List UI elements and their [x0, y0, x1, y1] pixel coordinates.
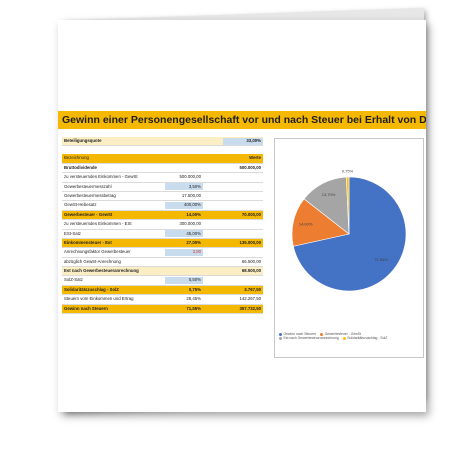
row-value-2: 357.732,50 — [239, 305, 261, 311]
row-value-2: 3.767,50 — [244, 286, 261, 292]
calculation-table: Beteiligungsquote 33,00% Bezeichnung Wer… — [62, 137, 263, 315]
beteiligung-row: Beteiligungsquote 33,00% — [62, 137, 263, 147]
row-value-1: 400,00% — [184, 202, 201, 208]
input-cell[interactable] — [165, 183, 203, 191]
input-cell[interactable] — [165, 248, 203, 257]
legend-entry: Gewinn nach Steuern — [279, 332, 316, 336]
row-value-1: 5,50% — [188, 277, 201, 283]
legend-entry: Solidaritätszuschlag - SolZ — [342, 336, 388, 340]
pie-slice[interactable] — [292, 176, 407, 292]
row-value-1: 17.500,00 — [181, 192, 201, 198]
row-label: GewSt-Hebesatz — [64, 202, 97, 208]
row-label: zu versteuerndes Einkommen - GewSt — [64, 174, 138, 180]
slice-label: 71,55% — [374, 257, 388, 262]
legend-label: Gewinn nach Steuern — [283, 332, 317, 336]
row-value-1: 27,00% — [186, 239, 201, 245]
row-label: Einkommensteuer - Est — [64, 239, 112, 245]
header-value: Werte — [249, 155, 261, 161]
spreadsheet-sheet: Gewinn einer Personengesellschaft vor un… — [58, 20, 426, 412]
beteiligung-value: 33,00% — [246, 138, 261, 143]
row-label: SolZ-Satz — [64, 277, 83, 283]
row-value-2: 66.500,00 — [241, 258, 261, 264]
spacer — [62, 146, 263, 154]
row-value-2: 135.000,00 — [239, 239, 261, 245]
legend-label: Solidaritätszuschlag - SolZ — [347, 336, 388, 340]
input-cell[interactable] — [165, 230, 203, 238]
row-value-1: 300.000,00 — [179, 221, 201, 227]
row-value-1: 28,45% — [186, 296, 201, 302]
pie-chart-panel[interactable]: 71,55% 14,00% 13,70% 0,75% Gewinn nach Steu… — [274, 138, 424, 358]
row-label: Gewerbesteuermesszahl — [64, 183, 112, 189]
row-value-2: 70.000,00 — [241, 211, 261, 217]
row-value-1: 500.000,00 — [179, 174, 201, 180]
table-row: Solidaritätszuschlag - SolZ 0,75% 3.767,50 — [62, 285, 263, 296]
row-value-2: 68.500,00 — [241, 268, 261, 274]
legend-label: Est nach Gewerbesteueranrechnung — [283, 336, 339, 340]
table-row: Einkommensteuer - Est 27,00% 135.000,00 — [62, 238, 263, 249]
table-row: Gewerbesteuermessbetrag 17.500,00 — [62, 192, 263, 202]
slice-label: 0,75% — [342, 169, 354, 174]
table-row: Bruttodividende 500.000,00 — [62, 164, 263, 174]
row-value-1: 14,00% — [186, 211, 201, 217]
pie-chart: 71,55% 14,00% 13,70% 0,75% — [291, 169, 407, 292]
legend-entry: Gewerbesteuer - GewSt — [320, 332, 361, 336]
row-value-2: 500.000,00 — [239, 164, 261, 170]
row-label: Gewerbesteuermessbetrag — [64, 192, 116, 198]
row-label: zu versteuerndes Einkommen - ESt — [64, 221, 132, 227]
table-row: Steuern vom Einkommen und Ertrag 28,45% 14… — [62, 295, 263, 305]
legend-swatch-icon — [279, 332, 282, 336]
beteiligung-cell[interactable] — [223, 137, 263, 145]
row-label: ESt-Satz — [64, 230, 81, 236]
legend-swatch-icon — [320, 332, 324, 336]
input-cell[interactable] — [165, 201, 203, 210]
table-rows: Bruttodividende 500.000,00 zu versteuernde… — [62, 164, 263, 315]
table-header: Bezeichnung Werte — [62, 154, 263, 164]
table-row: SolZ-Satz 5,50% — [62, 276, 263, 286]
row-value-2: 142.267,50 — [239, 296, 261, 302]
slice-label: 13,70% — [322, 192, 336, 197]
table-row: Gewinn nach Steuern 71,55% 357.732,50 — [62, 304, 263, 315]
table-row: ESt-Satz 45,00% — [62, 230, 263, 239]
slice-label: 14,00% — [299, 222, 313, 227]
legend-entry: Est nach Gewerbesteueranrechnung — [279, 336, 339, 340]
row-value-1: 45,00% — [186, 230, 201, 236]
table-row: zu versteuerndes Einkommen - ESt 300.000,… — [62, 220, 263, 230]
row-value-1: 3,50% — [188, 183, 201, 189]
row-value-1: 0,75% — [188, 286, 201, 292]
row-label: Est nach Gewerbesteueranrechnung — [64, 268, 139, 274]
chart-legend: Gewinn nach Steuern Gewerbesteuer - GewSt… — [279, 332, 419, 340]
table-row: GewSt-Hebesatz 400,00% — [62, 201, 263, 211]
sheet-title: Gewinn einer Personengesellschaft vor un… — [58, 111, 426, 129]
beteiligung-label: Beteiligungsquote — [64, 138, 102, 143]
row-label: Gewerbesteuer - GewSt — [64, 211, 113, 217]
legend-swatch-icon — [342, 336, 346, 340]
row-label: Gewinn nach Steuern — [64, 305, 108, 311]
legend-label: Gewerbesteuer - GewSt — [324, 332, 361, 336]
row-label: Steuern vom Einkommen und Ertrag — [64, 296, 134, 302]
input-cell[interactable] — [165, 276, 203, 285]
table-row: Gewerbesteuermesszahl 3,50% — [62, 183, 263, 192]
table-row: zu versteuerndes Einkommen - GewSt 500.00… — [62, 173, 263, 183]
row-label: Anrechnungsfaktor Gewerbesteuer — [64, 249, 131, 255]
header-label: Bezeichnung — [64, 155, 89, 161]
row-value-1: 71,55% — [186, 305, 201, 311]
pie-slice[interactable] — [346, 176, 350, 235]
table-row: abzüglich GewSt-Anrechnung 66.500,00 — [62, 258, 263, 268]
legend-swatch-icon — [279, 336, 282, 340]
table-row: Est nach Gewerbesteueranrechnung 68.500,0… — [62, 267, 263, 277]
row-value-1: 3,80 — [192, 249, 201, 255]
row-label: abzüglich GewSt-Anrechnung — [64, 258, 121, 264]
row-label: Bruttodividende — [64, 164, 97, 170]
table-row: Gewerbesteuer - GewSt 14,00% 70.000,00 — [62, 210, 263, 221]
table-row: Anrechnungsfaktor Gewerbesteuer 3,80 — [62, 248, 263, 258]
row-label: Solidaritätszuschlag - SolZ — [64, 286, 119, 292]
